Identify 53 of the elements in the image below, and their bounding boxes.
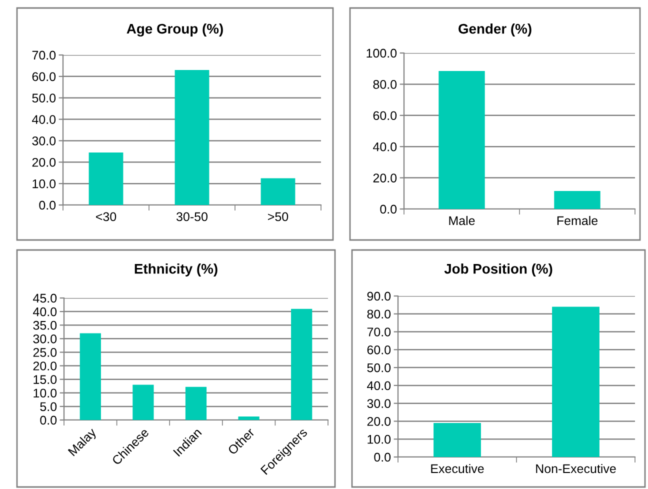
y-tick-label: 60.0 [373, 111, 397, 120]
x-tick-label: <30 [96, 212, 116, 222]
bar [238, 416, 260, 420]
y-tick-label: 0.0 [380, 204, 397, 214]
y-tick-label: 20.0 [32, 158, 56, 167]
y-tick-label: 40.0 [33, 307, 57, 316]
y-tick-label: 10.0 [32, 179, 56, 188]
bar [132, 384, 154, 420]
y-tick-label: 50.0 [367, 363, 391, 372]
y-tick-label: 25.0 [33, 348, 57, 357]
y-tick-label: 0.0 [39, 200, 56, 210]
x-tick-label: Male [449, 216, 475, 226]
y-tick-label: 70.0 [32, 50, 56, 60]
x-tick-label: Female [557, 216, 598, 226]
y-tick-label: 100.0 [366, 48, 397, 58]
bar [174, 70, 210, 205]
y-tick-label: 60.0 [367, 345, 391, 354]
bar [185, 386, 207, 420]
y-tick-label: 50.0 [32, 94, 56, 103]
bar [88, 152, 124, 205]
y-tick-label: 0.0 [374, 452, 391, 462]
y-tick-label: 20.0 [33, 362, 57, 370]
y-tick-label: 40.0 [32, 115, 56, 124]
y-tick-label: 10.0 [34, 388, 57, 398]
x-tick-label: 30-50 [176, 212, 208, 222]
x-tick-label: Non-Executive [536, 464, 616, 474]
y-tick-label: 15.0 [34, 375, 57, 384]
y-tick-label: 10.0 [368, 434, 391, 444]
y-tick-label: 0.0 [40, 416, 57, 425]
y-tick-label: 40.0 [373, 142, 397, 152]
y-tick-label: 30.0 [33, 334, 57, 344]
y-tick-label: 80.0 [367, 310, 391, 319]
y-tick-label: 20.0 [373, 174, 397, 182]
y-tick-label: 5.0 [40, 402, 57, 412]
y-tick-label: 35.0 [33, 320, 57, 330]
chart-title: Job Position (%) [444, 264, 552, 276]
bar [80, 333, 101, 420]
bar [260, 178, 296, 205]
x-tick-label: >50 [268, 212, 288, 222]
y-tick-label: 90.0 [367, 292, 391, 301]
bar [291, 308, 312, 420]
y-tick-label: 45.0 [33, 294, 57, 303]
y-tick-label: 80.0 [373, 80, 397, 89]
y-tick-label: 40.0 [367, 381, 391, 390]
y-tick-label: 30.0 [367, 399, 391, 408]
y-tick-label: 70.0 [367, 328, 391, 336]
chart-title: Gender (%) [458, 24, 532, 36]
y-tick-label: 20.0 [367, 417, 391, 426]
chart-title: Ethnicity (%) [134, 264, 218, 276]
y-tick-label: 60.0 [32, 72, 56, 82]
x-tick-label: Executive [431, 464, 484, 474]
chart-title: Age Group (%) [126, 23, 223, 37]
y-tick-label: 30.0 [32, 136, 56, 146]
